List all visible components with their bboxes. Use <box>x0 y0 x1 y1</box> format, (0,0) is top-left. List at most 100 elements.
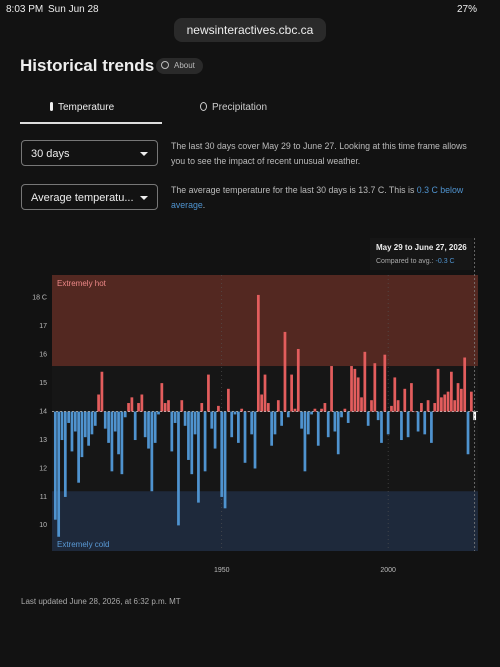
bar <box>167 400 170 412</box>
bar <box>127 403 130 412</box>
about-button[interactable]: About <box>156 58 203 74</box>
bar <box>77 411 80 483</box>
bar <box>93 411 97 426</box>
band <box>52 491 478 551</box>
tooltip-label: Compared to avg.: <box>376 258 436 265</box>
bar <box>243 411 247 463</box>
period-summary: The last 30 days cover May 29 to June 27… <box>171 141 467 166</box>
bar <box>280 411 284 426</box>
bar <box>330 366 333 412</box>
bar <box>57 411 61 537</box>
bar <box>426 400 430 412</box>
bar <box>320 408 323 412</box>
bar <box>383 354 387 412</box>
bar <box>350 366 353 412</box>
tab-temperature[interactable]: Temperature <box>50 102 114 113</box>
bar <box>423 411 427 435</box>
bar <box>163 403 167 412</box>
bar <box>416 411 420 432</box>
bar <box>433 403 437 412</box>
band <box>52 275 478 367</box>
bar <box>303 411 307 472</box>
temp-summary: The average temperature for the last 30 … <box>171 183 471 213</box>
bar <box>177 411 180 526</box>
bar <box>340 411 343 418</box>
bar <box>333 411 337 432</box>
bar <box>296 348 300 412</box>
bar <box>466 411 470 455</box>
bar <box>290 374 293 412</box>
bar <box>153 411 157 443</box>
bar <box>363 351 367 412</box>
chart: Extremely hot Extremely cold 10 11 12 13 14 15 1… <box>32 238 478 574</box>
bar <box>227 388 230 412</box>
x-tick-label: 1950 <box>214 567 230 574</box>
bar <box>376 411 380 421</box>
page-title: Historical trends <box>20 56 155 75</box>
bar <box>90 411 94 435</box>
bar <box>213 411 217 449</box>
bar <box>300 411 303 429</box>
bar <box>253 411 257 469</box>
bar <box>380 411 383 443</box>
url-bar[interactable]: newsinteractives.cbc.ca <box>174 18 326 42</box>
bar <box>67 411 71 423</box>
bar <box>353 368 357 412</box>
bar <box>240 408 244 412</box>
bar <box>237 411 240 443</box>
bar <box>343 408 347 412</box>
tooltip-title: May 29 to June 27, 2026 <box>376 243 467 252</box>
bar <box>373 363 377 412</box>
bar <box>220 411 224 497</box>
bar <box>73 411 77 432</box>
y-tick-label: 16 <box>39 352 47 359</box>
tooltip-value: -0.3 C <box>436 258 455 265</box>
bar <box>150 411 154 492</box>
bar <box>160 383 164 412</box>
bar <box>370 400 373 412</box>
bar <box>293 408 297 412</box>
bar <box>173 411 177 423</box>
bar <box>310 411 313 415</box>
bar <box>60 411 64 441</box>
bar <box>260 394 264 412</box>
tab-label: Precipitation <box>212 102 268 113</box>
bar <box>266 403 270 412</box>
bar <box>450 371 453 412</box>
bar <box>263 374 267 412</box>
bar <box>336 411 340 455</box>
bar <box>123 411 127 418</box>
measure-dropdown[interactable]: Average temperatu... <box>21 184 158 210</box>
status-date: Sun Jun 28 <box>48 4 99 15</box>
bar <box>459 388 463 412</box>
tab-precipitation[interactable]: Precipitation <box>200 102 268 113</box>
bar <box>87 411 90 446</box>
period-dropdown[interactable]: 30 days <box>21 140 158 166</box>
bar <box>110 411 114 472</box>
summary-text: The average temperature for the last 30 … <box>171 185 417 195</box>
bar <box>456 383 460 412</box>
bar <box>430 411 433 443</box>
summary-highlight: 0.3 C below average <box>171 185 464 210</box>
bar <box>230 411 234 438</box>
status-battery: 27% <box>457 4 478 15</box>
bar <box>217 405 220 412</box>
bar <box>306 411 310 435</box>
bar <box>386 411 390 435</box>
bar <box>120 411 124 475</box>
bar <box>147 411 150 449</box>
bar <box>197 411 200 503</box>
bar <box>270 411 274 446</box>
about-label: About <box>174 61 195 70</box>
summary-end: . <box>202 200 206 210</box>
bar <box>326 411 330 438</box>
tooltip-box <box>370 238 473 270</box>
y-tick-label: 12 <box>39 465 47 472</box>
bar <box>406 411 410 438</box>
bar <box>190 411 194 475</box>
bar <box>283 331 287 412</box>
bar <box>463 357 467 412</box>
bar <box>273 411 277 435</box>
bar <box>193 411 197 435</box>
bar <box>113 411 117 432</box>
